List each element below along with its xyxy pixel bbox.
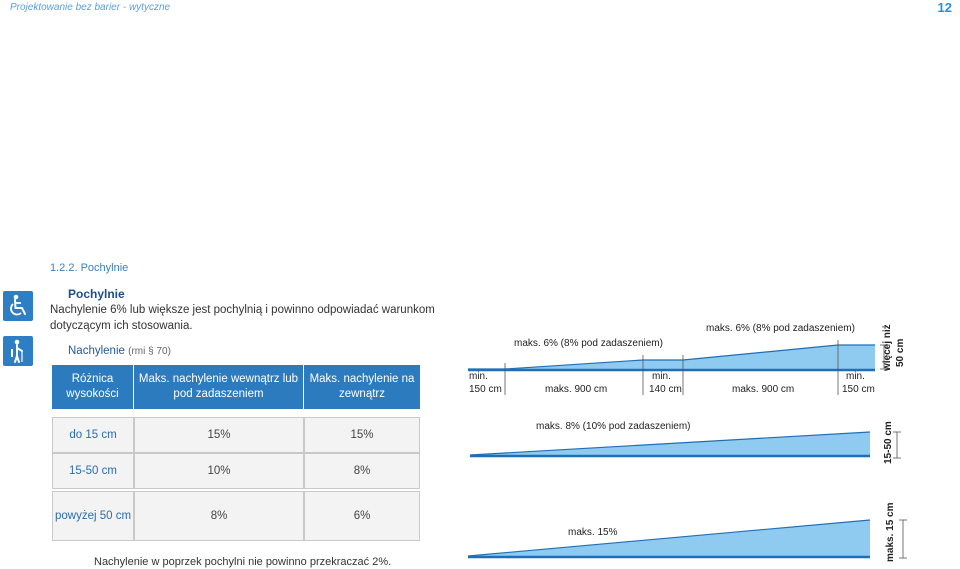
table-cell: 6% xyxy=(304,491,420,541)
table-header: Różnica wysokości xyxy=(52,365,134,409)
dimension-label: min. xyxy=(652,371,671,382)
dimension-label: min. xyxy=(846,371,865,382)
subheading-ref: (rmi § 70) xyxy=(128,346,171,357)
dimension-label: 140 cm xyxy=(649,384,682,395)
table-cell: 8% xyxy=(304,453,420,489)
dimension-label: 150 cm xyxy=(842,384,875,395)
dimension-label: 150 cm xyxy=(469,384,502,395)
ramp-surface xyxy=(467,519,871,557)
height-label: 15-50 cm xyxy=(883,421,894,464)
slope-label: maks. 8% (10% pod zadaszeniem) xyxy=(536,421,691,432)
cane-person-icon xyxy=(3,336,33,366)
page-number: 12 xyxy=(937,0,952,15)
table-cell: 15-50 cm xyxy=(52,453,134,489)
table-cell: 15% xyxy=(304,417,420,453)
intro-text: Nachylenie 6% lub większe jest pochylnią… xyxy=(50,304,435,332)
dimension-label: min. xyxy=(469,371,488,382)
footnote: Nachylenie w poprzek pochylni nie powinn… xyxy=(94,556,392,568)
table-cell: 8% xyxy=(134,491,304,541)
height-label: więcej niż xyxy=(882,324,893,372)
block-title: Pochylnie xyxy=(68,287,125,301)
section-heading: 1.2.2. Pochylnie xyxy=(50,262,129,274)
dimension-label: maks. 900 cm xyxy=(545,384,607,395)
table-cell: 10% xyxy=(134,453,304,489)
slope-label: maks. 6% (8% pod zadaszeniem) xyxy=(706,323,855,334)
ramp-diagram-short: maks. 15% maks. 15 cm xyxy=(467,502,907,562)
wheelchair-icon xyxy=(3,291,33,321)
ramp-diagram-long: maks. 6% (8% pod zadaszeniem) maks. 6% (… xyxy=(468,323,906,395)
table-cell: powyżej 50 cm xyxy=(52,491,134,541)
table-header: Maks. nachylenie na zewnątrz xyxy=(304,365,420,409)
height-label: maks. 15 cm xyxy=(885,502,896,562)
ramp-diagram-medium: maks. 8% (10% pod zadaszeniem) 15-50 cm xyxy=(469,421,901,464)
running-header: Projektowanie bez barier - wytyczne xyxy=(10,2,171,13)
subheading-main: Nachylenie xyxy=(68,345,125,357)
dimension-label: maks. 900 cm xyxy=(732,384,794,395)
ramp-surface xyxy=(469,431,871,456)
height-label: 50 cm xyxy=(895,339,906,367)
slope-label: maks. 15% xyxy=(568,527,618,538)
table-cell: do 15 cm xyxy=(52,417,134,453)
slope-subheading: Nachylenie (rmi § 70) xyxy=(68,345,171,357)
ramp-shape xyxy=(468,345,875,369)
table-header: Maks. nachylenie wewnątrz lub pod zadasz… xyxy=(134,365,304,409)
slope-label: maks. 6% (8% pod zadaszeniem) xyxy=(514,338,663,349)
table-cell: 15% xyxy=(134,417,304,453)
